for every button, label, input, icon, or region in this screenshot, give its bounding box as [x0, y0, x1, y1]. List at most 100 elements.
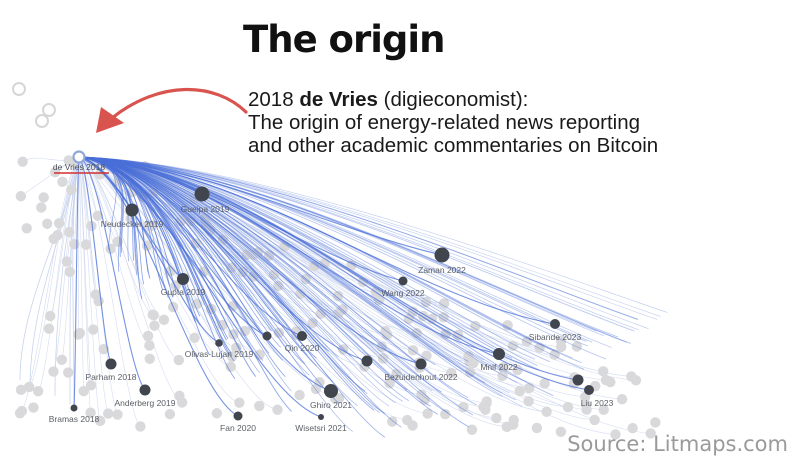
paper-node[interactable] — [616, 393, 628, 405]
paper-node[interactable] — [231, 342, 242, 353]
highlight-node[interactable]: Anderberg 2019 — [115, 384, 176, 409]
paper-node[interactable] — [279, 241, 290, 252]
paper-node[interactable] — [32, 385, 44, 397]
paper-node[interactable] — [241, 249, 252, 260]
highlight-node[interactable]: Liu 2023 — [581, 385, 614, 408]
paper-node[interactable] — [549, 349, 560, 360]
paper-node[interactable] — [15, 384, 27, 396]
paper-node[interactable] — [90, 289, 101, 300]
paper-node[interactable] — [512, 364, 523, 376]
origin-node-de-vries-2018[interactable]: de Vries 2018 — [53, 150, 105, 173]
paper-node[interactable] — [176, 397, 188, 408]
paper-node[interactable] — [407, 420, 418, 431]
paper-node[interactable] — [645, 428, 656, 439]
paper-node[interactable] — [332, 290, 344, 302]
paper-node[interactable] — [105, 243, 116, 255]
paper-node[interactable] — [272, 404, 283, 415]
paper-node[interactable] — [85, 380, 97, 391]
paper-node[interactable] — [377, 353, 389, 364]
paper-node[interactable] — [420, 296, 432, 308]
highlight-node[interactable] — [262, 331, 272, 341]
paper-node[interactable] — [69, 238, 80, 250]
paper-node[interactable] — [384, 378, 395, 389]
paper-node[interactable] — [627, 422, 638, 434]
paper-node[interactable] — [78, 385, 89, 397]
paper-node[interactable] — [158, 314, 170, 326]
highlight-node[interactable]: Parham 2018 — [85, 358, 137, 383]
paper-node[interactable] — [239, 325, 251, 337]
paper-node[interactable] — [600, 374, 612, 386]
paper-node[interactable] — [98, 343, 109, 355]
paper-node[interactable] — [502, 320, 513, 331]
paper-node[interactable] — [524, 382, 535, 394]
paper-node[interactable] — [86, 220, 97, 232]
highlight-node[interactable]: Bezuidenhout 2022 — [384, 358, 458, 383]
highlight-node[interactable]: Zaman 2022 — [418, 247, 466, 276]
paper-node[interactable] — [62, 367, 74, 378]
paper-node[interactable] — [539, 378, 550, 389]
paper-node[interactable] — [189, 332, 200, 344]
paper-node[interactable] — [294, 389, 305, 401]
highlight-node[interactable]: Qin 2020 — [285, 331, 320, 353]
paper-node[interactable] — [16, 405, 28, 417]
paper-node[interactable] — [411, 327, 423, 339]
paper-node[interactable] — [144, 340, 155, 351]
paper-node[interactable] — [422, 408, 433, 419]
paper-node[interactable] — [307, 317, 318, 329]
paper-node[interactable] — [581, 404, 592, 415]
paper-node[interactable] — [501, 421, 513, 433]
paper-node[interactable] — [438, 312, 449, 323]
paper-node[interactable] — [43, 323, 55, 334]
highlight-node[interactable]: Wang 2022 — [381, 276, 425, 299]
highlight-node[interactable]: Olivas-Lujan 2019 — [185, 339, 254, 359]
paper-node[interactable] — [66, 184, 77, 195]
paper-node[interactable] — [234, 397, 245, 408]
paper-node[interactable] — [36, 202, 47, 213]
paper-node[interactable] — [64, 226, 75, 238]
highlight-node[interactable]: Gupta 2019 — [161, 273, 206, 297]
highlight-node[interactable]: Wisetsri 2021 — [295, 414, 347, 433]
paper-node[interactable] — [56, 354, 68, 366]
paper-node[interactable] — [562, 401, 574, 413]
paper-node[interactable] — [440, 408, 451, 420]
paper-node[interactable] — [173, 354, 185, 366]
paper-node[interactable] — [650, 417, 661, 428]
highlight-node[interactable]: Gueipa 2019 — [181, 186, 230, 215]
paper-node[interactable] — [53, 218, 65, 229]
paper-node[interactable] — [491, 412, 502, 424]
paper-node[interactable] — [147, 309, 158, 320]
paper-node[interactable] — [263, 250, 275, 261]
paper-node[interactable] — [438, 298, 450, 309]
paper-node[interactable] — [391, 368, 402, 380]
paper-node[interactable] — [387, 416, 398, 427]
paper-node[interactable] — [514, 385, 525, 397]
paper-node[interactable] — [541, 406, 552, 417]
paper-node[interactable] — [225, 361, 236, 373]
paper-node[interactable] — [92, 210, 103, 222]
paper-node[interactable] — [57, 176, 68, 187]
paper-node[interactable] — [23, 381, 35, 393]
paper-node[interactable] — [112, 409, 123, 420]
paper-node[interactable] — [135, 421, 146, 432]
paper-node[interactable] — [466, 424, 478, 435]
paper-node[interactable] — [498, 362, 509, 373]
paper-node[interactable] — [144, 353, 155, 365]
paper-node[interactable] — [458, 401, 469, 413]
highlight-node[interactable]: Ghiro 2021 — [310, 384, 352, 410]
paper-node[interactable] — [555, 426, 567, 437]
paper-node[interactable] — [416, 389, 427, 400]
paper-node[interactable] — [61, 256, 73, 267]
paper-node[interactable] — [15, 191, 27, 202]
paper-node[interactable] — [507, 340, 519, 352]
reference-node[interactable] — [12, 82, 26, 96]
paper-node[interactable] — [403, 313, 415, 325]
highlight-node[interactable]: Bramas 2018 — [49, 404, 100, 425]
paper-node[interactable] — [211, 408, 223, 419]
highlight-node[interactable] — [361, 355, 373, 367]
paper-node[interactable] — [80, 239, 92, 250]
paper-node[interactable] — [254, 400, 265, 412]
paper-node[interactable] — [149, 320, 160, 331]
highlight-node[interactable]: Sibande 2023 — [529, 319, 582, 342]
paper-node[interactable] — [319, 258, 330, 269]
paper-node[interactable] — [446, 367, 457, 379]
